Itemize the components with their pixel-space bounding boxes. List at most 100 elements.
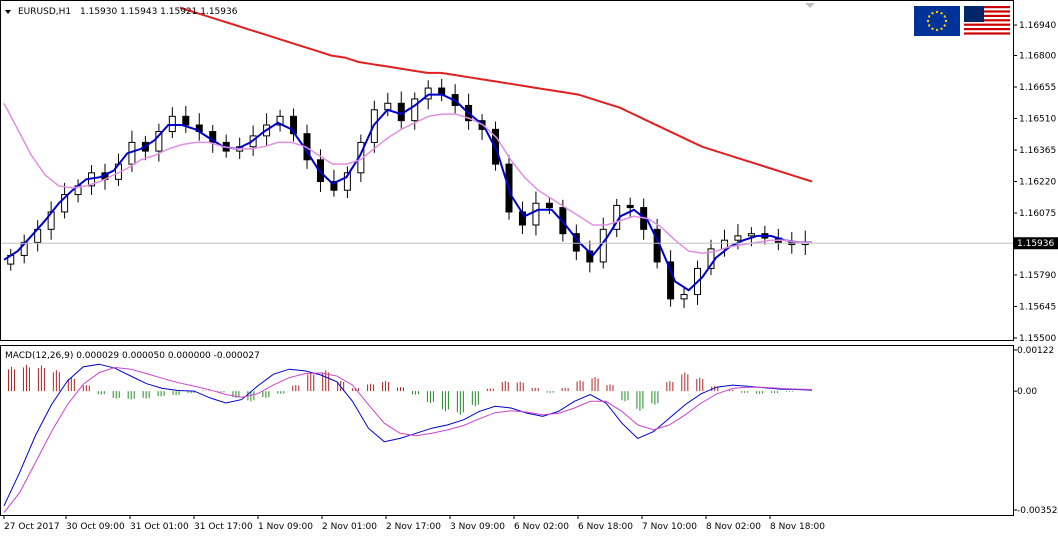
axes-layer: 1.16940 1.16800 1.16655 1.16510 1.16365 1.162… (3, 21, 1058, 532)
macd-histogram-bar (561, 387, 569, 392)
macd-histogram-bar (666, 381, 674, 392)
macd-histogram-bar (636, 391, 644, 411)
moving-average-line (179, 6, 813, 183)
candle (61, 182, 69, 219)
macd-histogram-bar (516, 381, 524, 392)
candle (545, 196, 553, 215)
macd-histogram-bar (37, 365, 45, 392)
macd-histogram-bar (546, 391, 554, 393)
macd-histogram-bar (367, 383, 375, 392)
candle (680, 288, 688, 309)
macd-histogram-bar (741, 391, 749, 393)
shift-marker-icon[interactable] (805, 3, 815, 8)
macd-histogram-bar (157, 391, 165, 397)
time-axis-label: 2 Nov 01:00 (322, 522, 377, 532)
macd-histogram-bar (7, 366, 15, 392)
macd-histogram-bar (501, 381, 509, 392)
macd-line (3, 363, 813, 507)
macd-histogram-bar (22, 364, 30, 392)
macd-histogram-bar (307, 372, 315, 392)
time-axis-label: 31 Oct 17:00 (194, 522, 253, 532)
macd-histogram-bar (681, 372, 689, 392)
macd-histogram-bar (591, 376, 599, 392)
current-price-box (1014, 237, 1058, 250)
moving-average-line (3, 102, 812, 254)
collapse-triangle-icon[interactable] (5, 10, 11, 14)
ohlc-readout: 1.15930 1.15943 1.15921 1.15936 (80, 7, 238, 17)
macd-histogram-bar (262, 391, 270, 398)
macd-histogram-bar (277, 391, 285, 394)
macd-histogram-bar (172, 391, 180, 396)
candle (20, 234, 28, 264)
macd-histogram-bar (606, 384, 614, 392)
macd-histogram-bar (441, 391, 449, 412)
us-flag-icon (964, 6, 1010, 36)
macd-histogram-bar (696, 377, 704, 392)
macd-histogram-bar (292, 385, 300, 392)
time-axis-label: 6 Nov 18:00 (578, 522, 633, 532)
time-axis-label: 3 Nov 09:00 (450, 522, 505, 532)
time-axis-label: 30 Oct 09:00 (66, 522, 125, 532)
time-axis-label: 8 Nov 18:00 (770, 522, 825, 532)
macd-histogram-bar (97, 391, 105, 395)
candle (532, 191, 540, 236)
time-axis-label: 6 Nov 02:00 (514, 522, 569, 532)
time-axis-label: 2 Nov 17:00 (386, 522, 441, 532)
price-axis-label: 1.16655 (1019, 83, 1056, 93)
macd-histogram-bar (621, 391, 629, 402)
macd-histogram-bar (426, 391, 434, 403)
macd-histogram-bar (82, 385, 90, 392)
macd-histogram-bar (786, 391, 794, 392)
candle (168, 107, 176, 139)
price-axis-label: 1.15500 (1019, 334, 1056, 344)
macd-histogram-bar (771, 391, 779, 394)
candle (626, 197, 634, 217)
candle (182, 105, 190, 133)
price-layer (1, 6, 1013, 309)
candle (343, 166, 351, 199)
macd-histogram-bar (576, 380, 584, 392)
macd-line (3, 366, 813, 513)
price-axis-label: 1.15790 (1019, 271, 1056, 281)
macd-histogram-bar (202, 390, 210, 392)
eu-flag-icon (914, 6, 960, 36)
price-axis-label: 1.16800 (1019, 51, 1056, 61)
price-axis-label: 1.16365 (1019, 146, 1056, 156)
price-axis-label: 1.16940 (1019, 21, 1056, 31)
macd-histogram-bar (411, 391, 419, 395)
macd-axis-label: 0.00 (1017, 387, 1037, 397)
macd-layer (3, 363, 813, 513)
price-axis-label: 1.16220 (1019, 178, 1056, 188)
macd-panel (0, 345, 1014, 516)
price-axis-label: 1.15645 (1019, 302, 1056, 312)
time-axis-label: 27 Oct 2017 (4, 522, 60, 532)
macd-histogram-bar (397, 387, 405, 392)
candle (209, 125, 217, 153)
time-axis-label: 1 Nov 09:00 (258, 522, 313, 532)
macd-histogram-bar (651, 391, 659, 405)
macd-histogram-bar (471, 391, 479, 407)
macd-histogram-bar (456, 391, 464, 415)
time-axis-label: 7 Nov 10:00 (642, 522, 697, 532)
price-axis-label: 1.16075 (1019, 209, 1056, 219)
candle (276, 109, 284, 132)
macd-histogram-bar (112, 391, 120, 399)
macd-histogram-bar (382, 381, 390, 392)
price-panel-title: EURUSD,H1 (18, 7, 71, 17)
macd-panel-title: MACD(12,26,9) 0.000029 0.000050 0.000000… (5, 351, 260, 361)
macd-histogram-bar (67, 377, 75, 392)
macd-histogram-bar (531, 387, 539, 392)
price-axis-label: 1.16510 (1019, 114, 1056, 124)
macd-histogram-bar (127, 391, 135, 400)
current-price-label: 1.15936 (1017, 239, 1054, 249)
macd-histogram-bar (142, 391, 150, 399)
macd-histogram-bar (52, 370, 60, 392)
candle (707, 239, 715, 275)
macd-axis-label: 0.00122 (1017, 346, 1054, 356)
time-axis-label: 31 Oct 01:00 (130, 522, 189, 532)
candle (155, 123, 163, 162)
moving-average-line (3, 93, 812, 292)
macd-histogram-bar (486, 388, 494, 392)
macd-axis-label: -0.003524 (1017, 506, 1058, 516)
